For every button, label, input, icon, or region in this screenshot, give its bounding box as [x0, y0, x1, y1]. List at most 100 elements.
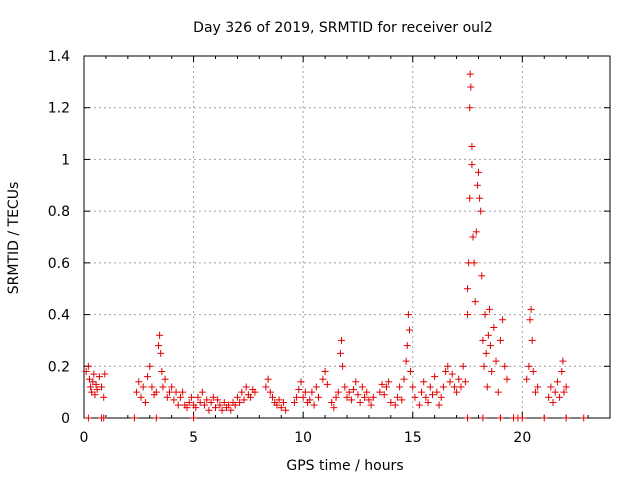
data-point [339, 362, 347, 370]
data-point [403, 342, 411, 350]
data-point [369, 393, 377, 401]
data-point [301, 388, 309, 396]
data-point [549, 398, 557, 406]
data-point [90, 370, 98, 378]
data-point [233, 393, 241, 401]
data-point [418, 388, 426, 396]
data-point [358, 383, 366, 391]
data-point [483, 383, 491, 391]
data-point [203, 396, 211, 404]
y-axis-label: SRMTID / TECUs [6, 182, 22, 295]
data-point [315, 393, 323, 401]
data-point [407, 367, 415, 375]
data-point [387, 398, 395, 406]
data-point [464, 414, 472, 422]
data-point [330, 404, 338, 412]
data-point [163, 393, 171, 401]
data-point [398, 396, 406, 404]
data-point [477, 207, 485, 215]
data-point [409, 383, 417, 391]
data-point [196, 398, 204, 406]
data-point [580, 414, 588, 422]
data-point [476, 194, 484, 202]
x-tick-labels: 0 5 10 15 20 [80, 430, 532, 446]
data-point [216, 401, 224, 409]
data-point [450, 383, 458, 391]
data-point [262, 383, 270, 391]
data-point [442, 367, 450, 375]
data-point [190, 414, 198, 422]
x-tick-label: 0 [80, 430, 89, 446]
data-point [209, 393, 217, 401]
data-point [135, 378, 143, 386]
data-point [529, 367, 537, 375]
data-point [236, 398, 244, 406]
data-point [415, 401, 423, 409]
data-point [482, 349, 490, 357]
data-point [168, 383, 176, 391]
data-point [356, 398, 364, 406]
axis-ticks [83, 55, 610, 419]
data-point [282, 406, 290, 414]
data-point [444, 362, 452, 370]
data-point [194, 393, 202, 401]
data-point [378, 380, 386, 388]
data-point [518, 414, 526, 422]
data-point [553, 378, 561, 386]
data-point [165, 388, 173, 396]
y-tick-labels: 0 0.2 0.4 0.6 0.8 1 1.2 1.4 [48, 49, 70, 427]
data-point [405, 326, 413, 334]
y-tick-label: 1.4 [48, 49, 70, 65]
data-point [431, 373, 439, 381]
data-point [365, 396, 373, 404]
data-point [354, 391, 362, 399]
data-point [308, 388, 316, 396]
data-point [404, 311, 412, 319]
data-point [268, 393, 276, 401]
x-tick-label: 10 [294, 430, 312, 446]
data-point [499, 316, 507, 324]
data-point [396, 383, 404, 391]
data-point [420, 378, 428, 386]
data-point [185, 398, 193, 406]
data-point [479, 336, 487, 344]
data-point [559, 357, 567, 365]
data-point [220, 398, 228, 406]
data-point [503, 375, 511, 383]
data-point [240, 396, 248, 404]
data-point [468, 143, 476, 150]
data-point [464, 311, 472, 319]
data-point [424, 398, 432, 406]
plot-frame [83, 55, 611, 419]
data-point [488, 367, 496, 375]
data-point [547, 383, 555, 391]
data-point [343, 393, 351, 401]
data-point [341, 383, 349, 391]
data-point [540, 414, 548, 422]
data-point [494, 388, 502, 396]
data-point [172, 388, 180, 396]
data-point [453, 388, 461, 396]
data-point [490, 324, 498, 331]
data-point [247, 393, 255, 401]
x-tick-label: 20 [513, 430, 531, 446]
data-point [266, 388, 274, 396]
data-point [380, 391, 388, 399]
data-point [479, 414, 487, 422]
data-point [468, 161, 476, 169]
data-point [562, 414, 570, 422]
data-point [361, 393, 369, 401]
data-point [152, 388, 160, 396]
data-point [480, 362, 488, 370]
data-point [157, 349, 165, 357]
data-point [560, 388, 568, 396]
data-point [338, 336, 346, 344]
data-point [545, 393, 553, 401]
data-point [144, 373, 152, 381]
data-point [391, 401, 399, 409]
data-point [525, 362, 533, 370]
data-point [481, 311, 489, 319]
data-point [227, 406, 235, 414]
x-tick-label: 15 [404, 430, 422, 446]
